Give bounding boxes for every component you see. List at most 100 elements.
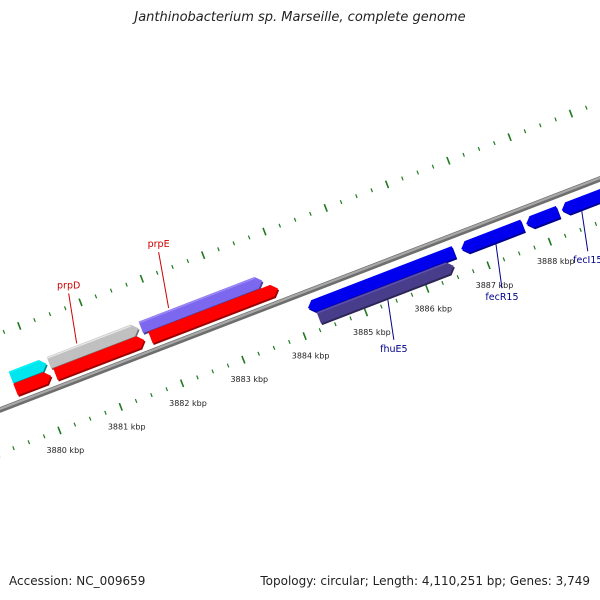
gene-feature-prpD: [46, 324, 140, 371]
tick-outer-minor: [431, 164, 435, 169]
tick-inner-minor: [533, 245, 536, 250]
tick-inner-minor: [563, 233, 567, 238]
scale-label: 3881 kbp: [108, 422, 146, 431]
tick-outer-minor: [339, 199, 343, 205]
tick-outer-minor: [554, 117, 557, 122]
tick-inner-minor: [73, 422, 77, 427]
tick-outer-minor: [462, 152, 465, 157]
tick-outer-minor: [63, 306, 67, 311]
tick-outer-minor: [401, 176, 404, 181]
gene-feature: [148, 284, 280, 345]
scale-label: 3885 kbp: [353, 328, 391, 337]
backbone: [0, 176, 600, 413]
tick-outer-minor: [309, 211, 312, 216]
gene-label-fecI15: fecI15: [573, 255, 600, 266]
tick-inner-minor: [502, 257, 506, 262]
tick-outer-minor: [48, 312, 52, 317]
tick-inner-minor: [334, 322, 337, 327]
tick-ring-inner: [0, 221, 598, 458]
map-title: Janthinobacterium sp. Marseille, complet…: [134, 10, 466, 25]
tick-inner-major: [241, 355, 246, 364]
tick-outer-minor: [171, 264, 174, 270]
tick-outer-minor: [186, 258, 190, 264]
gene-feature: [13, 372, 53, 397]
scale-label: 3880 kbp: [47, 446, 85, 455]
tick-inner-minor: [579, 227, 582, 232]
tick-outer-minor: [293, 217, 297, 222]
gene-label-prpE: prpE: [148, 239, 170, 250]
tick-outer-minor: [539, 123, 542, 128]
scale-label: 3884 kbp: [292, 352, 330, 361]
tick-inner-minor: [272, 345, 276, 350]
tick-outer-major: [507, 133, 512, 142]
gene-feature-fecR15: [461, 219, 526, 255]
tick-outer-minor: [416, 170, 419, 175]
tick-inner-major: [425, 284, 430, 293]
tick-inner-minor: [12, 446, 15, 451]
label-leader-line: [68, 293, 78, 344]
tick-inner-minor: [456, 274, 460, 280]
tick-ring-outer: [2, 105, 588, 334]
gene-feature: [53, 336, 146, 382]
label-leader-line: [581, 211, 589, 252]
gene-feature: [526, 205, 562, 230]
gene-feature-prpE: [138, 276, 264, 335]
tick-inner-minor: [441, 280, 444, 286]
tick-outer-minor: [155, 270, 159, 275]
tick-inner-minor: [27, 440, 31, 445]
scale-label: 3887 kbp: [476, 281, 514, 290]
scale-label: 3883 kbp: [230, 375, 268, 384]
gene-label-prpD: prpD: [57, 280, 80, 291]
tick-outer-major: [323, 203, 328, 212]
tick-outer-minor: [355, 194, 358, 199]
tick-inner-minor: [257, 351, 260, 356]
tick-outer-minor: [125, 282, 128, 287]
tick-outer-minor: [232, 241, 236, 246]
tick-outer-minor: [247, 235, 251, 240]
tick-inner-minor: [517, 251, 521, 256]
gene-label-fecR15: fecR15: [485, 292, 518, 303]
tick-inner-minor: [380, 304, 383, 309]
tick-inner-major: [302, 332, 307, 341]
tick-inner-major: [179, 379, 185, 388]
scale-label: 3886 kbp: [414, 304, 452, 313]
scale-label: 3888 kbp: [537, 257, 575, 266]
tick-inner-minor: [471, 269, 475, 274]
tick-outer-minor: [94, 294, 98, 299]
label-leader-line: [158, 251, 170, 309]
tick-outer-minor: [109, 288, 113, 293]
tick-inner-minor: [594, 221, 598, 227]
tick-outer-major: [384, 180, 390, 189]
tick-inner-minor: [349, 316, 352, 321]
gene-feature: [8, 360, 48, 385]
tick-inner-minor: [226, 363, 230, 368]
label-leader-line: [495, 244, 503, 289]
tick-inner-major: [57, 426, 62, 435]
tick-inner-minor: [288, 339, 291, 345]
gene-features: [8, 188, 600, 397]
tick-inner-minor: [410, 292, 414, 297]
backbone-line: [0, 176, 600, 411]
tick-outer-minor: [370, 188, 373, 193]
tick-inner-major: [547, 237, 553, 246]
gene-label-fhuE5: fhuE5: [380, 344, 407, 355]
tick-outer-minor: [477, 146, 481, 152]
tick-outer-minor: [2, 329, 6, 334]
tick-inner-minor: [134, 398, 138, 404]
tick-outer-major: [78, 298, 83, 307]
tick-inner-major: [486, 261, 491, 270]
tick-outer-minor: [523, 129, 527, 134]
tick-inner-minor: [211, 369, 215, 374]
label-leader-line: [387, 299, 395, 340]
tick-outer-minor: [584, 105, 588, 110]
tick-inner-minor: [318, 328, 322, 333]
tick-outer-major: [262, 227, 267, 236]
accession-text: Accession: NC_009659: [9, 574, 146, 588]
tick-outer-minor: [278, 223, 282, 228]
tick-inner-minor: [395, 298, 398, 303]
tick-outer-major: [446, 156, 451, 165]
tick-inner-minor: [165, 387, 169, 392]
gene-feature-fhuE5: [316, 262, 455, 326]
tick-outer-major: [200, 251, 206, 260]
